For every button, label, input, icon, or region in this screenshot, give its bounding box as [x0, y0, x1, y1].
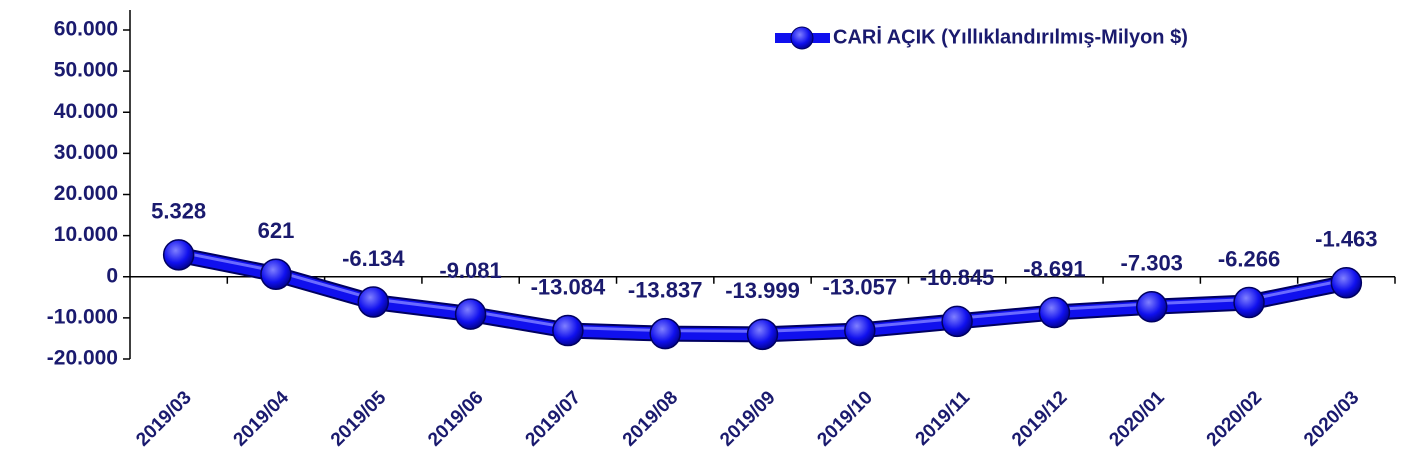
- value-label: -7.303: [1121, 251, 1183, 276]
- legend-marker: [790, 26, 814, 50]
- y-tick-label: 50.000: [54, 59, 118, 82]
- y-tick-label: 0: [106, 264, 118, 287]
- x-tick-label: 2019/06: [424, 387, 487, 450]
- value-label: -13.837: [628, 277, 703, 302]
- point: [357, 286, 390, 318]
- y-tick-label: 10.000: [54, 223, 118, 246]
- point: [941, 305, 973, 338]
- x-tick-label: 2020/01: [1105, 387, 1169, 451]
- x-tick-label: 2019/10: [813, 387, 876, 450]
- value-label: 621: [258, 218, 295, 243]
- point: [1038, 296, 1071, 329]
- y-tick-label: -20.000: [47, 347, 118, 370]
- x-tick-label: 2020/03: [1300, 387, 1363, 450]
- x-tick-label: 2019/12: [1008, 387, 1071, 450]
- point: [844, 314, 876, 347]
- y-tick-label: 60.000: [54, 18, 118, 41]
- x-tick-label: 2019/11: [912, 387, 975, 450]
- point: [649, 317, 681, 350]
- value-label: -13.057: [822, 274, 897, 299]
- point: [1330, 267, 1363, 299]
- value-label: -10.845: [920, 265, 995, 290]
- value-label: 5.328: [151, 199, 206, 224]
- y-tick-label: 20.000: [54, 182, 118, 205]
- x-tick-label: 2019/03: [132, 387, 195, 450]
- x-tick-label: 2019/05: [327, 387, 391, 451]
- y-tick-label: -10.000: [47, 305, 118, 328]
- value-label: -9.081: [439, 258, 501, 283]
- value-label: -6.134: [342, 246, 405, 271]
- point: [746, 318, 779, 351]
- legend-label: CARİ AÇIK (Yıllıklandırılmış-Milyon $): [833, 25, 1188, 48]
- x-tick-label: 2019/08: [619, 387, 682, 450]
- value-label: -13.084: [531, 274, 606, 299]
- y-tick-label: 30.000: [54, 141, 118, 164]
- y-tick-label: 40.000: [54, 100, 118, 123]
- value-label: -6.266: [1218, 246, 1280, 271]
- point: [1233, 286, 1265, 319]
- value-label: -8.691: [1023, 256, 1085, 281]
- x-tick-label: 2020/02: [1203, 387, 1266, 450]
- point: [162, 239, 195, 271]
- value-label: -13.999: [725, 278, 800, 303]
- x-tick-label: 2019/04: [230, 387, 294, 451]
- point: [454, 298, 487, 330]
- point: [260, 258, 292, 290]
- x-tick-label: 2019/07: [522, 387, 585, 450]
- value-label: -1.463: [1315, 227, 1377, 252]
- point: [552, 314, 584, 347]
- point: [1135, 291, 1168, 323]
- x-tick-label: 2019/09: [716, 387, 779, 450]
